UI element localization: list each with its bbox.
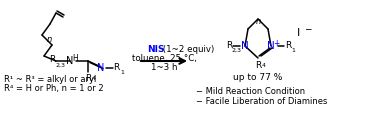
Text: 2,3: 2,3 bbox=[55, 63, 65, 68]
Text: R: R bbox=[285, 41, 291, 51]
Text: R¹ ~ R³ = alkyl or aryl: R¹ ~ R³ = alkyl or aryl bbox=[4, 76, 96, 84]
Text: 1: 1 bbox=[291, 48, 295, 53]
Text: R: R bbox=[113, 63, 119, 72]
Text: toluene, 25 °C,: toluene, 25 °C, bbox=[132, 53, 197, 62]
Text: R: R bbox=[85, 74, 91, 83]
Text: I: I bbox=[297, 28, 300, 38]
Text: R: R bbox=[226, 41, 232, 50]
Text: N: N bbox=[97, 63, 105, 73]
Text: − Facile Liberation of Diamines: − Facile Liberation of Diamines bbox=[196, 98, 327, 107]
Text: n: n bbox=[46, 34, 52, 44]
Text: 1: 1 bbox=[120, 70, 124, 75]
Text: N: N bbox=[267, 41, 275, 51]
Text: NIS: NIS bbox=[147, 44, 164, 53]
Text: up to 77 %: up to 77 % bbox=[233, 74, 283, 82]
Text: N: N bbox=[66, 56, 74, 66]
Text: −: − bbox=[304, 25, 311, 34]
Text: R: R bbox=[49, 55, 55, 65]
Text: 4: 4 bbox=[92, 76, 96, 81]
Text: R⁴ = H or Ph, n = 1 or 2: R⁴ = H or Ph, n = 1 or 2 bbox=[4, 84, 104, 93]
Text: R: R bbox=[255, 61, 261, 70]
Text: H: H bbox=[72, 54, 78, 63]
Text: 4: 4 bbox=[262, 63, 266, 68]
Text: (1~2 equiv): (1~2 equiv) bbox=[160, 44, 214, 53]
Text: n: n bbox=[256, 18, 260, 27]
Text: − Mild Reaction Condition: − Mild Reaction Condition bbox=[196, 88, 305, 96]
Text: N: N bbox=[241, 41, 249, 51]
Text: +: + bbox=[273, 39, 279, 48]
Text: 2,3: 2,3 bbox=[232, 48, 242, 53]
Text: 1~3 h: 1~3 h bbox=[151, 62, 177, 72]
